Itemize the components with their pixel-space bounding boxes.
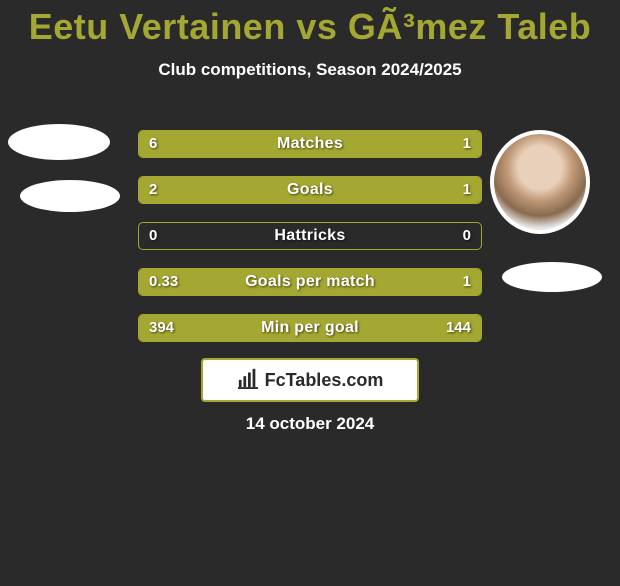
bar-label: Min per goal bbox=[139, 315, 481, 341]
brand-box[interactable]: FcTables.com bbox=[201, 358, 419, 402]
bar-label: Goals per match bbox=[139, 269, 481, 295]
bar-row-goals-per-match: 0.33 Goals per match 1 bbox=[138, 268, 482, 296]
avatar-right-bottom bbox=[502, 262, 602, 292]
bar-chart-icon bbox=[237, 367, 259, 394]
bar-value-right: 1 bbox=[463, 131, 471, 157]
bar-row-min-per-goal: 394 Min per goal 144 bbox=[138, 314, 482, 342]
bar-label: Matches bbox=[139, 131, 481, 157]
page-subtitle: Club competitions, Season 2024/2025 bbox=[0, 60, 620, 80]
bar-label: Hattricks bbox=[139, 223, 481, 249]
comparison-bars: 6 Matches 1 2 Goals 1 0 Hattricks 0 0.33… bbox=[138, 130, 482, 360]
avatar-left-bottom bbox=[20, 180, 120, 212]
bar-value-right: 1 bbox=[463, 177, 471, 203]
bar-row-hattricks: 0 Hattricks 0 bbox=[138, 222, 482, 250]
bar-label: Goals bbox=[139, 177, 481, 203]
bar-value-right: 1 bbox=[463, 269, 471, 295]
bar-row-goals: 2 Goals 1 bbox=[138, 176, 482, 204]
avatar-right-photo bbox=[490, 130, 590, 234]
date-text: 14 october 2024 bbox=[0, 414, 620, 434]
bar-value-right: 0 bbox=[463, 223, 471, 249]
bar-row-matches: 6 Matches 1 bbox=[138, 130, 482, 158]
avatar-left-top bbox=[8, 124, 110, 160]
bar-value-right: 144 bbox=[446, 315, 471, 341]
page-title: Eetu Vertainen vs GÃ³mez Taleb bbox=[0, 6, 620, 48]
brand-text: FcTables.com bbox=[265, 370, 384, 391]
